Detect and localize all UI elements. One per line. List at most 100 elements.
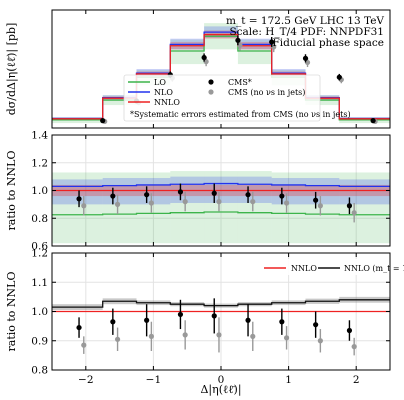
cms-point-4 (211, 313, 217, 319)
nlo-line (52, 182, 390, 187)
cms-alt-point-3 (182, 199, 188, 205)
nlo-band-3 (170, 176, 205, 203)
lo-line (52, 211, 390, 216)
legend-swatch-cms (208, 79, 214, 85)
xtick-label: 0 (218, 374, 225, 386)
cms-alt-point-7 (317, 338, 323, 344)
cms-alt-point-2 (148, 333, 154, 339)
cms-alt-point-6 (283, 335, 290, 341)
cms-alt-point-5 (271, 44, 277, 50)
cms-point-8 (346, 327, 353, 334)
cms-alt-point-6 (283, 200, 290, 206)
ytick-label: 1.1 (31, 277, 48, 289)
annotation-line2: Scale: H_T/4 PDF: NNPDF31 (229, 26, 384, 38)
cms-point-6 (302, 55, 309, 61)
ytick-label: 1.0 (31, 185, 48, 197)
annotation-line3: Fiducial phase space (273, 37, 384, 49)
lo-band-0 (52, 172, 103, 244)
ytick-label: 0.6 (31, 241, 48, 253)
cms-alt-point-1 (114, 336, 121, 342)
ylabel-middle: ratio to NNLO (5, 151, 18, 231)
ytick-label: 1.4 (31, 130, 48, 142)
lo-band-3 (170, 171, 205, 244)
nlo-band-7 (305, 178, 340, 205)
cms-point-4 (235, 37, 241, 43)
nlo-band-1 (102, 178, 137, 205)
ytick-label: 0.8 (31, 213, 48, 225)
xtick-label: −1 (146, 374, 161, 386)
cms-alt-point-3 (203, 59, 209, 65)
cms-point-1 (110, 193, 116, 199)
nlo-band-2 (136, 178, 171, 205)
legend-box (123, 74, 321, 122)
cms-alt-point-7 (317, 203, 323, 209)
cms-point-0 (76, 324, 82, 331)
cms-point-3 (177, 189, 184, 195)
cms-point-2 (144, 317, 150, 323)
legend-bottom-box (258, 259, 388, 275)
ylabel-bottom: ratio to NNLO (5, 272, 18, 352)
cms-point-7 (336, 74, 342, 80)
cms-point-0 (100, 118, 106, 124)
cms-point-7 (313, 322, 319, 328)
lo-band-5 (237, 39, 272, 65)
legend-label-lo: LO (154, 78, 166, 87)
cms-alt-point-3 (182, 332, 188, 338)
cms-point-5 (245, 317, 251, 323)
lo-band-1 (102, 172, 137, 244)
panel-middle: 0.6 0.8 1.0 1.2 1.4 ratio to NNLO (5, 130, 391, 253)
cms-alt-point-8 (351, 344, 357, 350)
lo-band-3 (170, 39, 205, 65)
nlo-band-6 (271, 178, 306, 205)
ytick-label: 0.9 (31, 335, 48, 347)
nlo-band-4 (204, 176, 238, 203)
legend-swatch-cms-alt (208, 89, 214, 95)
ytick-label: 1.2 (31, 157, 48, 169)
ytick-label: 0.8 (31, 365, 48, 377)
cms-point-6 (279, 193, 285, 199)
cms-point-5 (269, 39, 275, 45)
cms-point-4 (211, 190, 217, 196)
lo-band-7 (305, 172, 340, 244)
legend-label-cms: CMS* (228, 78, 252, 87)
xtick-label: 1 (285, 374, 292, 386)
cms-alt-point-5 (250, 333, 256, 339)
cms-point-7 (313, 197, 319, 203)
cms-alt-point-6 (304, 59, 311, 66)
cms-point-3 (201, 54, 207, 61)
cms-point-1 (110, 319, 116, 325)
cms-point-2 (144, 192, 150, 198)
legend-label-nnlo: NNLO (291, 264, 317, 273)
legend-label-cms-alt: CMS (no νs in jets) (228, 88, 305, 97)
cms-alt-point-2 (148, 200, 154, 206)
cms-alt-point-4 (216, 199, 222, 205)
legend-bottom: NNLO NNLO (m_t = 171.5 GeV) (258, 259, 404, 275)
cms-alt-point-0 (81, 342, 87, 348)
ylabel-top: dσ/dΔ|η(ℓℓ̄)| [pb] (5, 23, 19, 116)
cms-alt-point-4 (216, 332, 222, 338)
xtick-label: −2 (78, 374, 93, 386)
cms-alt-point-4 (237, 42, 243, 48)
ytick-label: 1.0 (31, 306, 48, 318)
cms-point-8 (370, 118, 376, 124)
nlo-band-8 (339, 179, 390, 205)
lo-band-2 (136, 172, 171, 244)
xlabel: Δ|η(ℓℓ̄)| (200, 383, 241, 397)
legend-label-nlo: NLO (154, 88, 173, 97)
nlo-band-5 (237, 176, 272, 203)
lo-band-8 (339, 172, 390, 244)
cms-point-3 (177, 311, 184, 318)
lo-band-5 (237, 171, 272, 244)
plot-area-bottom (52, 253, 390, 370)
plot-area-middle (52, 135, 390, 246)
panel-bottom: 0.8 0.9 1.0 1.1 1.2 ratio to NNLO (5, 248, 391, 377)
cms-point-5 (245, 192, 251, 198)
cms-alt-point-5 (250, 199, 256, 205)
legend-label-nnlo: NNLO (154, 98, 180, 107)
cms-point-8 (346, 203, 353, 209)
cms-point-6 (279, 319, 285, 325)
cms-point-0 (76, 196, 82, 202)
cms-alt-point-1 (114, 201, 121, 207)
cms-alt-point-0 (81, 203, 87, 209)
